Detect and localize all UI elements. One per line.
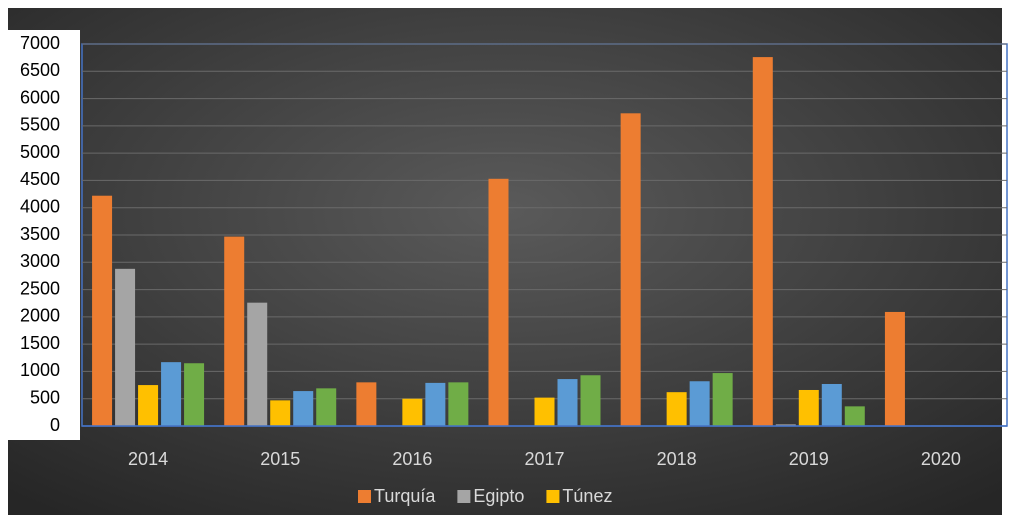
bar (712, 373, 733, 426)
bar (666, 392, 687, 426)
y-tick-label: 5500 (20, 115, 60, 135)
bar (224, 236, 245, 426)
y-tick-label: 4500 (20, 169, 60, 189)
bar (293, 391, 314, 426)
y-tick-label: 7000 (20, 33, 60, 53)
bar (448, 382, 469, 426)
bar (402, 398, 423, 426)
legend-label: Turquía (374, 486, 436, 506)
bar (580, 375, 601, 426)
bar (689, 381, 710, 426)
legend-swatch (358, 490, 371, 503)
bar (620, 113, 641, 426)
bar (425, 382, 446, 426)
legend-label: Túnez (562, 486, 612, 506)
y-tick-label: 4000 (20, 196, 60, 216)
x-tick-label: 2016 (392, 449, 432, 469)
bar (752, 57, 773, 427)
bar (115, 268, 136, 426)
bar (184, 363, 205, 426)
bar (247, 302, 268, 426)
y-tick-label: 6500 (20, 60, 60, 80)
y-tick-label: 5000 (20, 142, 60, 162)
bar (884, 311, 905, 426)
bar (356, 382, 377, 426)
y-tick-label: 3000 (20, 251, 60, 271)
legend-label: Egipto (473, 486, 524, 506)
bar (270, 400, 291, 426)
bar (161, 362, 182, 426)
y-tick-label: 500 (30, 387, 60, 407)
x-tick-label: 2018 (657, 449, 697, 469)
y-tick-label: 3500 (20, 224, 60, 244)
x-tick-label: 2020 (921, 449, 961, 469)
bar (92, 195, 113, 426)
x-tick-label: 2014 (128, 449, 168, 469)
x-tick-label: 2015 (260, 449, 300, 469)
y-tick-label: 6000 (20, 87, 60, 107)
bar (821, 383, 842, 426)
y-tick-label: 1000 (20, 360, 60, 380)
y-tick-label: 0 (50, 415, 60, 435)
x-tick-label: 2017 (524, 449, 564, 469)
bar (534, 397, 555, 426)
legend-swatch (546, 490, 560, 503)
bar (557, 379, 578, 426)
bar (138, 385, 159, 426)
bar (775, 424, 796, 426)
bar (488, 178, 509, 426)
y-tick-label: 2500 (20, 278, 60, 298)
y-tick-label: 1500 (20, 333, 60, 353)
bar (844, 406, 865, 426)
y-tick-label: 2000 (20, 306, 60, 326)
axis-label-background (0, 30, 80, 440)
x-tick-label: 2019 (789, 449, 829, 469)
bar (798, 389, 819, 426)
legend-swatch (457, 490, 471, 503)
bar (316, 388, 337, 426)
